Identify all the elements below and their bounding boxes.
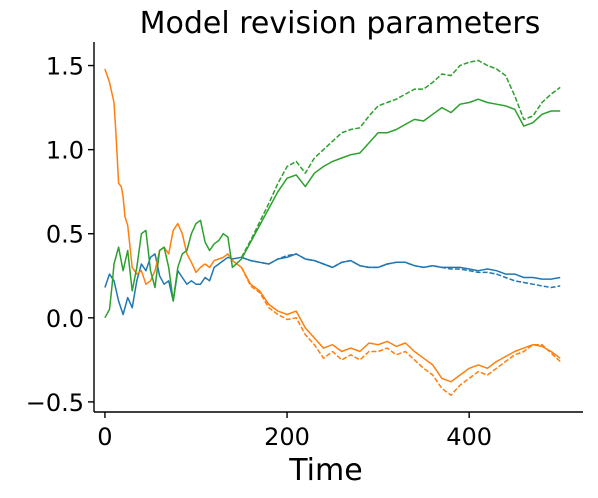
- y-tick-label: 0.0: [46, 305, 84, 333]
- x-ticks: 0 200 400: [97, 412, 492, 451]
- series-line-orange-solid: [104, 68, 561, 383]
- series-layer: [104, 59, 561, 396]
- x-tick-label: 200: [264, 423, 310, 451]
- series-line-green-dashed: [240, 59, 561, 258]
- y-tick-label: 1.0: [46, 137, 84, 165]
- y-tick-label: 1.5: [46, 53, 84, 81]
- series-line-blue-dashed: [241, 253, 561, 289]
- y-tick-label: 0.5: [46, 221, 84, 249]
- y-tick-label: −0.5: [26, 389, 84, 417]
- series-line-blue-solid: [104, 253, 561, 316]
- series-line-orange-dashed: [240, 267, 561, 396]
- chart-title: Model revision parameters: [140, 6, 541, 41]
- y-ticks: −0.5 0.0 0.5 1.0 1.5: [26, 53, 94, 417]
- x-tick-label: 0: [97, 423, 112, 451]
- series-line-green-solid: [104, 98, 561, 319]
- x-axis-label: Time: [288, 453, 362, 488]
- x-tick-label: 400: [446, 423, 492, 451]
